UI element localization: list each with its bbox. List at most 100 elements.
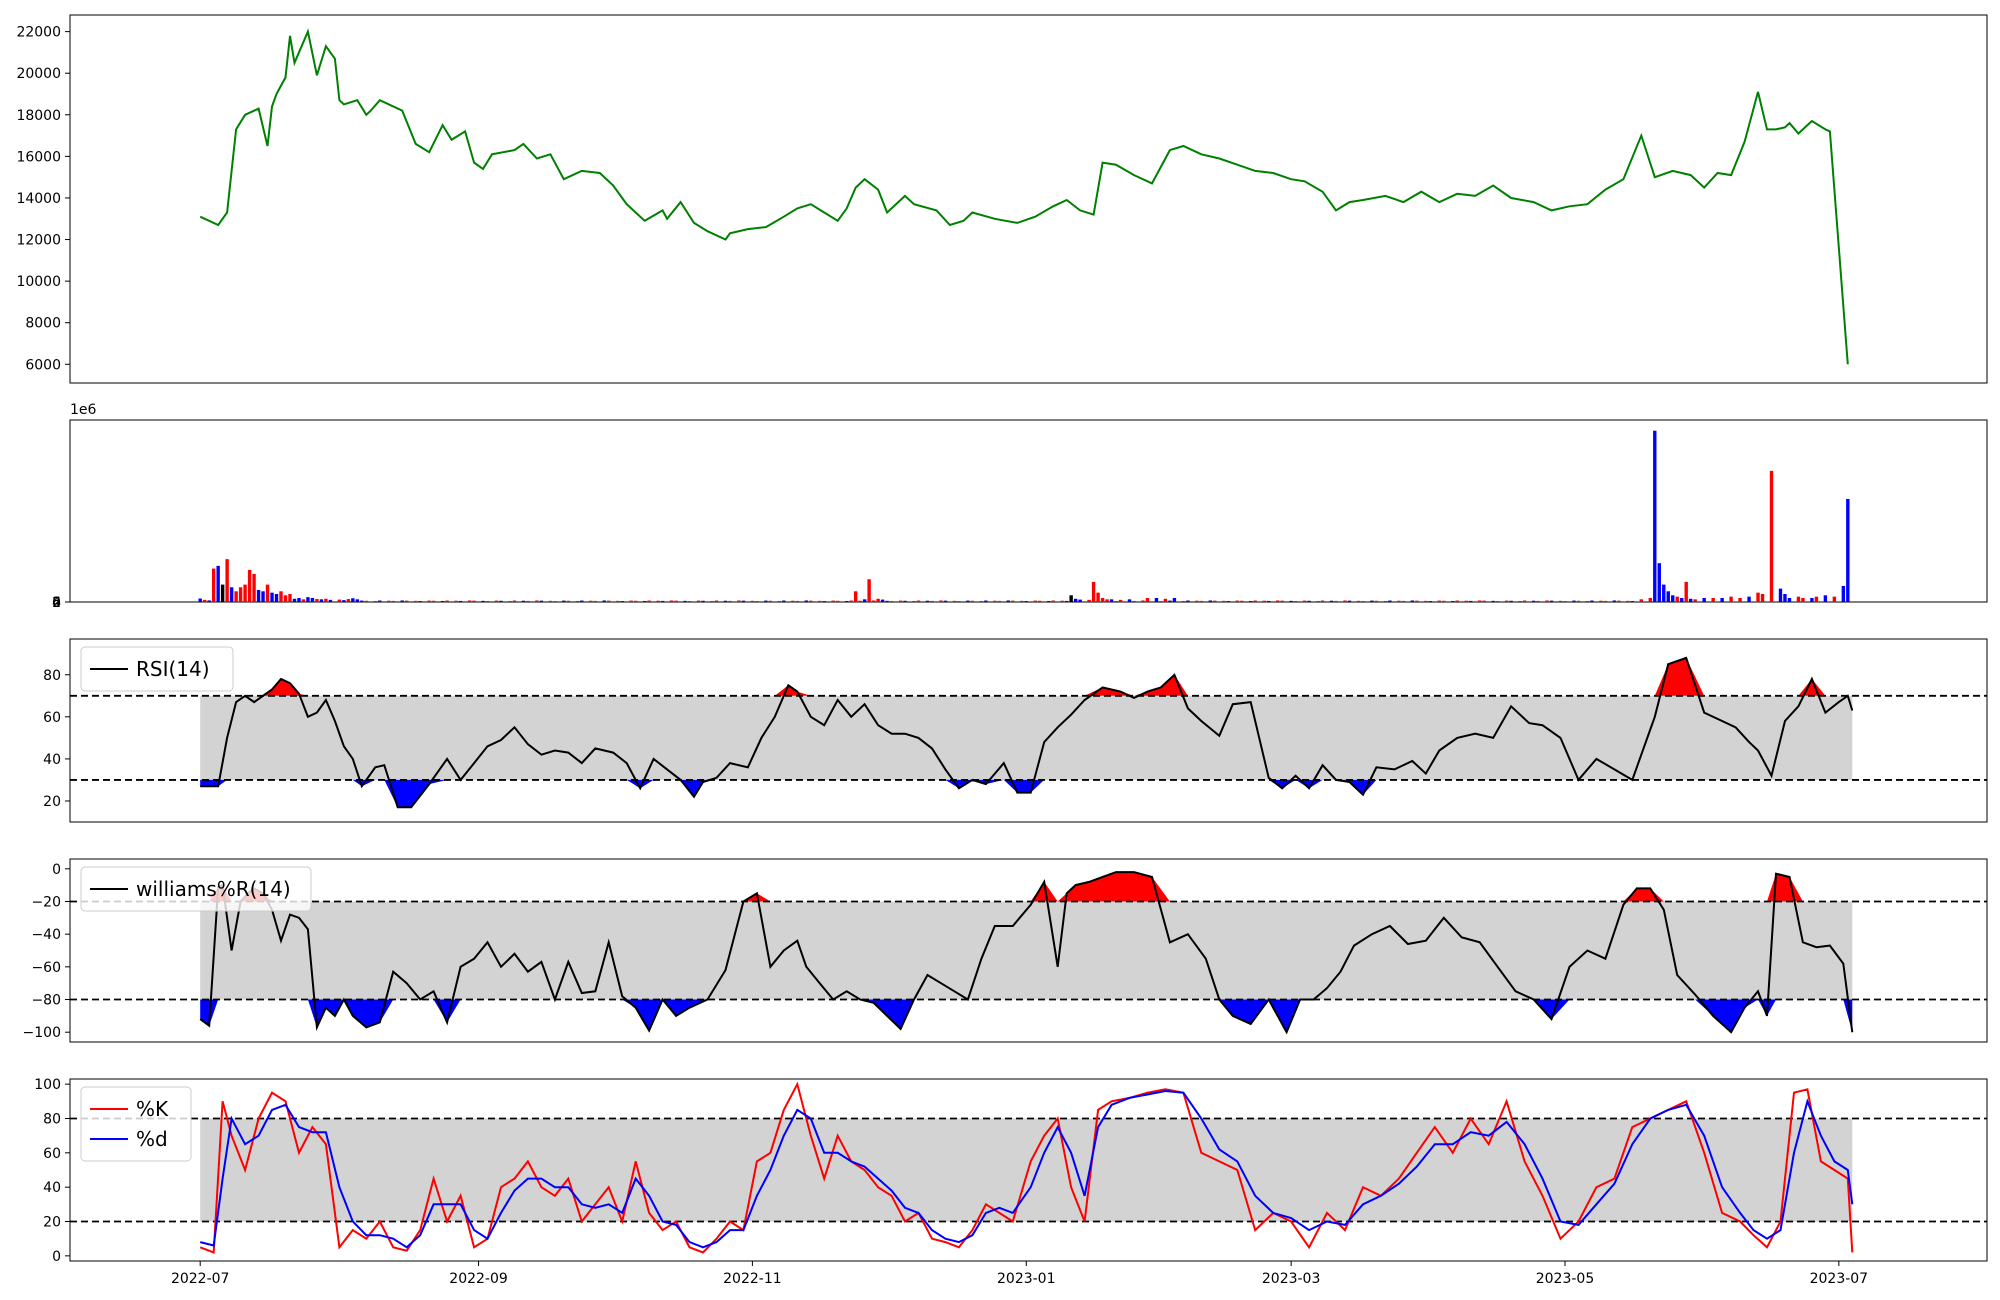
- volume-bar: [387, 600, 391, 602]
- volume-bar: [1756, 592, 1760, 602]
- volume-bar: [494, 600, 499, 602]
- volume-bar: [607, 600, 611, 602]
- legend-label: %K: [136, 1097, 169, 1121]
- volume-bar: [1109, 599, 1114, 602]
- volume-bar: [1680, 597, 1684, 602]
- volume-bar: [1060, 600, 1064, 602]
- volume-bar: [575, 600, 580, 602]
- volume-bar: [279, 591, 283, 602]
- y-tick-label: 8000: [25, 316, 61, 332]
- volume-bar: [467, 600, 472, 602]
- volume-bar: [616, 600, 620, 602]
- volume-bar: [876, 598, 880, 602]
- volume-bar: [1087, 599, 1091, 602]
- volume-bar: [472, 600, 476, 602]
- volume-bar: [1451, 600, 1455, 602]
- volume-bar: [526, 600, 530, 602]
- volume-bar: [1585, 600, 1590, 602]
- y-tick-label: −20: [31, 894, 61, 910]
- volume-bar: [1114, 600, 1118, 602]
- volume-bar: [1482, 600, 1486, 602]
- volume-bar: [979, 600, 984, 602]
- volume-bar: [1141, 600, 1145, 602]
- volume-bar: [1778, 588, 1783, 602]
- volume-bar: [818, 600, 822, 602]
- volume-bar: [1145, 597, 1150, 602]
- volume-bar: [220, 584, 225, 602]
- date-axis: 2022-07 2022-09 2022-11 2023-01 2023-03 2023-…: [171, 1261, 1868, 1287]
- volume-bar: [391, 600, 395, 602]
- volume-bar: [1536, 600, 1540, 602]
- volume-bar: [211, 568, 216, 602]
- volume-bar: [1159, 601, 1163, 602]
- volume-bar: [741, 600, 746, 602]
- volume-bar: [660, 600, 665, 602]
- volume-bar: [1599, 600, 1603, 602]
- volume-bar: [1320, 600, 1325, 602]
- volume-bar: [342, 600, 346, 602]
- volume-bar: [1518, 600, 1522, 602]
- volume-bar: [1249, 600, 1253, 602]
- volume-bar: [1127, 599, 1132, 602]
- volume-bar: [1181, 600, 1186, 602]
- volume-bar: [1266, 600, 1271, 602]
- volume-bar: [252, 573, 256, 602]
- volume-bar: [440, 600, 445, 602]
- volume-bar: [835, 600, 840, 602]
- volume-bar: [984, 600, 988, 602]
- volume-bar: [1702, 597, 1706, 602]
- volume-bar: [1370, 600, 1374, 602]
- volume-bar: [656, 600, 660, 602]
- volume-bar: [1289, 600, 1293, 602]
- volume-bar: [1504, 600, 1509, 602]
- volume-bar: [265, 584, 270, 602]
- volume-bar: [1688, 598, 1693, 602]
- volume-bar: [1307, 600, 1311, 602]
- volume-bar: [1240, 600, 1244, 602]
- volume-bar: [1069, 595, 1073, 602]
- volume-bar: [499, 600, 503, 602]
- volume-bar: [1168, 600, 1172, 602]
- volume-bar: [1235, 600, 1239, 602]
- legend-box: [80, 1086, 192, 1162]
- volume-bar: [1563, 601, 1567, 602]
- volume-bar: [737, 600, 741, 602]
- y-tick-label: 6000: [25, 357, 61, 373]
- volume-bar: [1846, 498, 1850, 602]
- y-tick-label: 4: [52, 595, 61, 611]
- volume-bar: [337, 599, 342, 602]
- volume-bar: [1253, 600, 1257, 602]
- volume-bar: [319, 599, 324, 602]
- volume-bar: [1275, 600, 1280, 602]
- volume-bar: [701, 600, 705, 602]
- volume-bar: [1383, 600, 1388, 602]
- volume-bar: [400, 600, 404, 602]
- volume-bar: [1558, 600, 1563, 602]
- x-tick-label: 2023-05: [1536, 1271, 1595, 1287]
- volume-bar: [1428, 601, 1433, 602]
- volume-bar: [1186, 600, 1190, 602]
- volume-bar: [1222, 600, 1226, 602]
- volume-bar: [1576, 600, 1581, 602]
- plot-frame: [69, 858, 1988, 1043]
- y-tick-label: −60: [31, 960, 61, 976]
- volume-bar: [1388, 600, 1392, 602]
- stochastic-panel: 0 20 40 60 80 100 %K %d: [34, 1077, 1988, 1265]
- plot-frame: [69, 638, 1988, 823]
- y-tick-label: 12000: [16, 233, 61, 249]
- volume-bar: [1011, 600, 1015, 602]
- volume-bar: [521, 600, 526, 602]
- volume-bar: [1455, 600, 1459, 602]
- volume-bar: [723, 600, 728, 602]
- volume-bar: [782, 600, 786, 602]
- volume-bar: [1648, 597, 1652, 602]
- volume-bar: [849, 600, 853, 602]
- volume-bar: [1617, 600, 1621, 602]
- volume-bar: [1671, 595, 1675, 602]
- volume-bar: [360, 600, 364, 602]
- volume-bar: [1531, 600, 1536, 602]
- volume-bar: [1038, 600, 1042, 602]
- volume-bar: [508, 600, 512, 602]
